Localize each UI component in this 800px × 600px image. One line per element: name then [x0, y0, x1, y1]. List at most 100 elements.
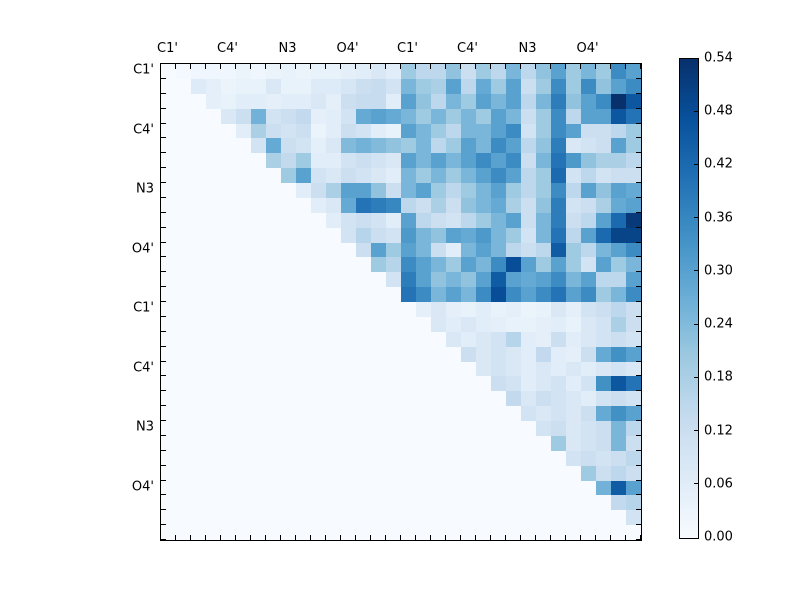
- heatmap-cell: [206, 450, 221, 466]
- axis-tick: [161, 390, 166, 392]
- heatmap-cell: [161, 361, 176, 377]
- heatmap-cell: [461, 495, 476, 511]
- heatmap-cell: [371, 227, 386, 243]
- heatmap-cell: [491, 197, 506, 213]
- heatmap-cell: [221, 197, 236, 213]
- heatmap-cell: [446, 391, 461, 407]
- heatmap-cell: [251, 168, 266, 183]
- heatmap-cell: [296, 227, 311, 243]
- heatmap-cell: [161, 495, 176, 511]
- heatmap-cell: [341, 257, 356, 273]
- heatmap-cell: [611, 153, 626, 169]
- axis-tick: [636, 182, 641, 183]
- heatmap-cell: [491, 257, 506, 273]
- heatmap-cell: [446, 242, 461, 258]
- heatmap-cell: [221, 287, 236, 302]
- heatmap-cell: [176, 435, 191, 451]
- axis-tick: [580, 64, 581, 69]
- axis-tick: [636, 479, 641, 481]
- x-axis-tick-label: O4': [576, 41, 599, 56]
- heatmap-cell: [446, 316, 461, 332]
- heatmap-cell: [236, 525, 251, 540]
- heatmap-cell: [551, 93, 566, 109]
- heatmap-cell: [176, 183, 191, 198]
- heatmap-cell: [476, 406, 491, 421]
- x-axis-tick-label: N3: [518, 41, 537, 56]
- axis-tick: [280, 535, 281, 540]
- heatmap-cell: [236, 302, 251, 317]
- heatmap-cell: [371, 406, 386, 421]
- heatmap-cell: [176, 123, 191, 139]
- heatmap-cell: [461, 346, 476, 362]
- heatmap-cell: [566, 465, 581, 481]
- heatmap-cell: [371, 346, 386, 362]
- heatmap-cell: [401, 421, 416, 436]
- heatmap-cell: [221, 316, 236, 332]
- axis-tick: [636, 509, 641, 511]
- heatmap-cell: [476, 302, 491, 317]
- axis-tick: [490, 64, 491, 69]
- axis-tick: [161, 122, 166, 124]
- heatmap-cell: [581, 331, 596, 347]
- heatmap-cell: [176, 331, 191, 347]
- axis-tick: [625, 535, 626, 540]
- heatmap-cell: [581, 212, 596, 228]
- heatmap-cell: [536, 406, 551, 421]
- heatmap-cell: [161, 450, 176, 466]
- heatmap-cell: [356, 93, 371, 109]
- heatmap-cell: [626, 302, 641, 317]
- axis-tick: [280, 64, 281, 69]
- heatmap-cell: [281, 331, 296, 347]
- heatmap-cell: [446, 108, 461, 124]
- heatmap-cell: [521, 197, 536, 213]
- heatmap-cell: [311, 153, 326, 169]
- heatmap-cell: [536, 391, 551, 407]
- heatmap-cell: [386, 123, 401, 139]
- heatmap-cell: [461, 108, 476, 124]
- heatmap-cell: [416, 242, 431, 258]
- heatmap-cell: [566, 302, 581, 317]
- heatmap-cell: [236, 450, 251, 466]
- axis-tick: [640, 64, 641, 69]
- heatmap-cell: [386, 302, 401, 317]
- heatmap-cell: [551, 287, 566, 302]
- axis-tick: [445, 64, 446, 69]
- heatmap-cell: [176, 212, 191, 228]
- heatmap-cell: [206, 212, 221, 228]
- heatmap-cell: [251, 435, 266, 451]
- heatmap-cell: [296, 78, 311, 94]
- axis-tick: [161, 182, 166, 183]
- heatmap-cell: [506, 480, 521, 496]
- heatmap-cell: [191, 361, 206, 377]
- heatmap-cell: [506, 257, 521, 273]
- heatmap-cell: [251, 361, 266, 377]
- heatmap-cell: [386, 480, 401, 496]
- heatmap-cell: [251, 197, 266, 213]
- heatmap-cell: [416, 465, 431, 481]
- heatmap-cell: [611, 525, 626, 540]
- heatmap-cell: [596, 450, 611, 466]
- heatmap-cell: [596, 257, 611, 273]
- axis-tick: [205, 64, 206, 69]
- heatmap-cell: [206, 78, 221, 94]
- heatmap-cell: [191, 78, 206, 94]
- heatmap-cell: [596, 331, 611, 347]
- heatmap-cell: [386, 391, 401, 407]
- heatmap-cell: [161, 316, 176, 332]
- heatmap-cell: [431, 525, 446, 540]
- heatmap-cell: [236, 272, 251, 288]
- heatmap-cell: [281, 153, 296, 169]
- heatmap-cell: [431, 212, 446, 228]
- heatmap-cell: [236, 421, 251, 436]
- heatmap-cell: [551, 406, 566, 421]
- axis-tick: [636, 196, 641, 198]
- heatmap-cell: [446, 331, 461, 347]
- heatmap-cell: [461, 197, 476, 213]
- heatmap-cell: [596, 435, 611, 451]
- heatmap-cell: [596, 197, 611, 213]
- heatmap-cell: [431, 78, 446, 94]
- heatmap-cell: [566, 391, 581, 407]
- heatmap-cell: [611, 197, 626, 213]
- heatmap-cell: [386, 168, 401, 183]
- heatmap-grid: [161, 64, 641, 540]
